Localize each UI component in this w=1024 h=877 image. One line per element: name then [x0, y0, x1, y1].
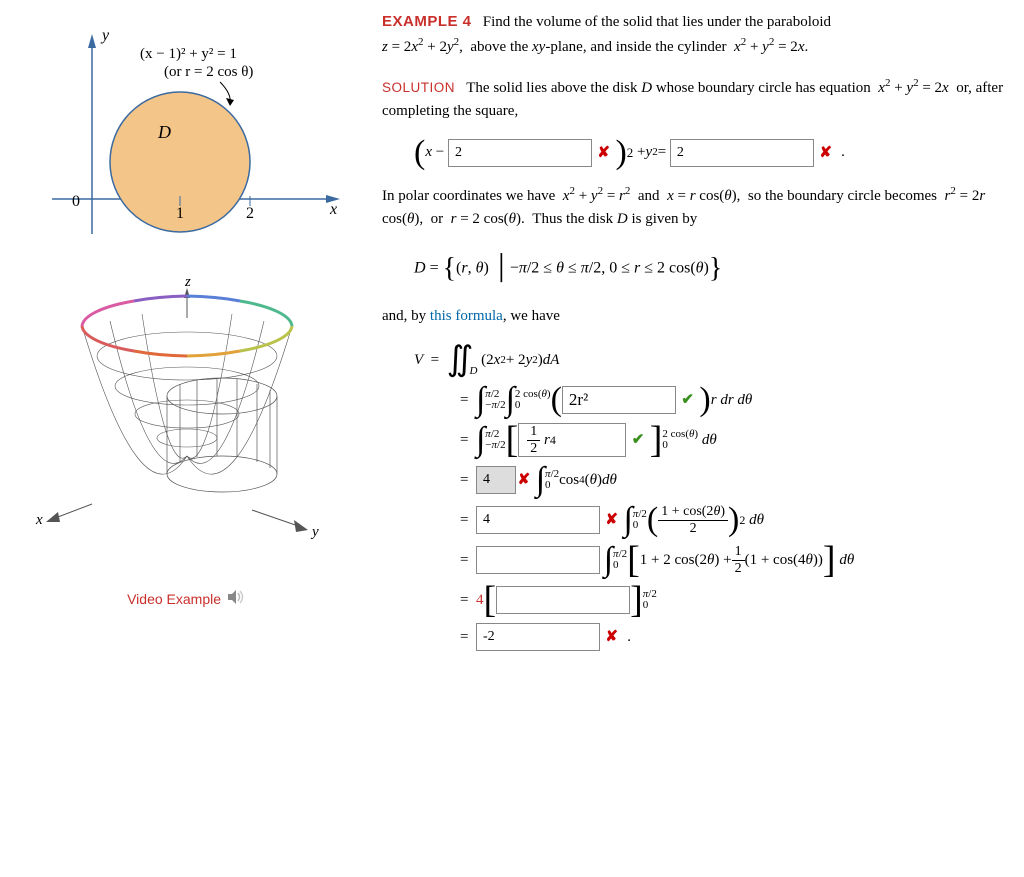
check-icon: ✔ [630, 432, 646, 448]
solution-intro: The solid lies above the disk D whose bo… [382, 80, 1003, 119]
halfangle-row: = ✘ ∫π/20 ( 1 + cos(2θ)2 )2 dθ [460, 503, 1012, 537]
bracket-eval-row: = 4 [ ]π/20 [460, 583, 1012, 617]
svg-text:y: y [310, 524, 319, 540]
blank-coef-half-input[interactable] [476, 506, 600, 534]
blank-integrand-input[interactable] [562, 386, 676, 414]
blank-final-input[interactable] [476, 623, 600, 651]
v-double-integral: V = ∬D (2x2 + 2y2) dA [414, 343, 1012, 377]
video-example-link[interactable]: Video Example [12, 589, 362, 612]
blank-coef-cos4-input[interactable] [476, 466, 516, 494]
sound-icon [227, 589, 247, 612]
svg-text:1: 1 [176, 205, 184, 222]
antideriv-row: = ∫π/2−π/2 [ 12 r4 ✔ ]2 cos(θ)0 dθ [460, 423, 1012, 457]
complete-square-row: ( x − ✘ )2 + y2 = ✘ . [414, 138, 1012, 168]
cross-icon: ✘ [604, 512, 620, 528]
svg-text:z: z [184, 274, 191, 290]
cos4-row: = ✘ ∫π/20 cos4(θ) dθ [460, 463, 1012, 497]
svg-text:(x − 1)² + y² = 1: (x − 1)² + y² = 1 [140, 46, 237, 62]
example-equation: z = 2x2 + 2y2, above the xy-plane, and i… [382, 39, 808, 55]
we-have-text: , we have [503, 308, 560, 324]
svg-text:2: 2 [246, 205, 254, 222]
antideriv-display[interactable]: 12 r4 [518, 423, 626, 457]
polar-text: In polar coordinates we have x2 + y2 = r… [382, 183, 1012, 232]
svg-text:x: x [329, 201, 337, 218]
blank-rhs-input[interactable] [670, 139, 814, 167]
cross-icon: ✘ [818, 145, 834, 161]
solution-label: SOLUTION [382, 80, 455, 95]
video-example-label: Video Example [127, 591, 221, 607]
example-label: EXAMPLE 4 [382, 13, 472, 30]
this-formula-link[interactable]: this formula [430, 308, 503, 324]
and-by-text: and, by [382, 308, 426, 324]
disk-definition: D = {(r, θ) │−π/2 ≤ θ ≤ π/2, 0 ≤ r ≤ 2 c… [414, 247, 1012, 290]
coef-4-red: 4 [476, 589, 484, 612]
blank-shift-input[interactable] [448, 139, 592, 167]
example-prompt: Find the volume of the solid that lies u… [483, 14, 831, 30]
cross-icon: ✘ [604, 629, 620, 645]
check-icon: ✔ [680, 392, 696, 408]
iterated-integral-row: = ∫π/2−π/2 ∫2 cos(θ)0 ( ✔ )r dr dθ [460, 383, 1012, 417]
final-answer-row: = ✘ . [460, 623, 1012, 651]
svg-text:0: 0 [72, 193, 80, 210]
disk-figure: 0 1 2 x y D (x − 1)² + y² = 1 (or r = 2 … [12, 14, 362, 262]
cross-icon: ✘ [516, 472, 532, 488]
svg-text:x: x [35, 512, 43, 528]
svg-text:D: D [157, 122, 171, 142]
blank-coef-expanded-input[interactable] [476, 546, 600, 574]
expanded-row: = ∫π/20 [1 + 2 cos(2θ) + 12(1 + cos(4θ))… [460, 543, 1012, 577]
cross-icon: ✘ [596, 145, 612, 161]
blank-bracket-input[interactable] [496, 586, 630, 614]
svg-text:(or r = 2 cos θ): (or r = 2 cos θ) [164, 64, 253, 80]
paraboloid-figure: z [12, 266, 362, 574]
svg-text:y: y [100, 27, 110, 44]
